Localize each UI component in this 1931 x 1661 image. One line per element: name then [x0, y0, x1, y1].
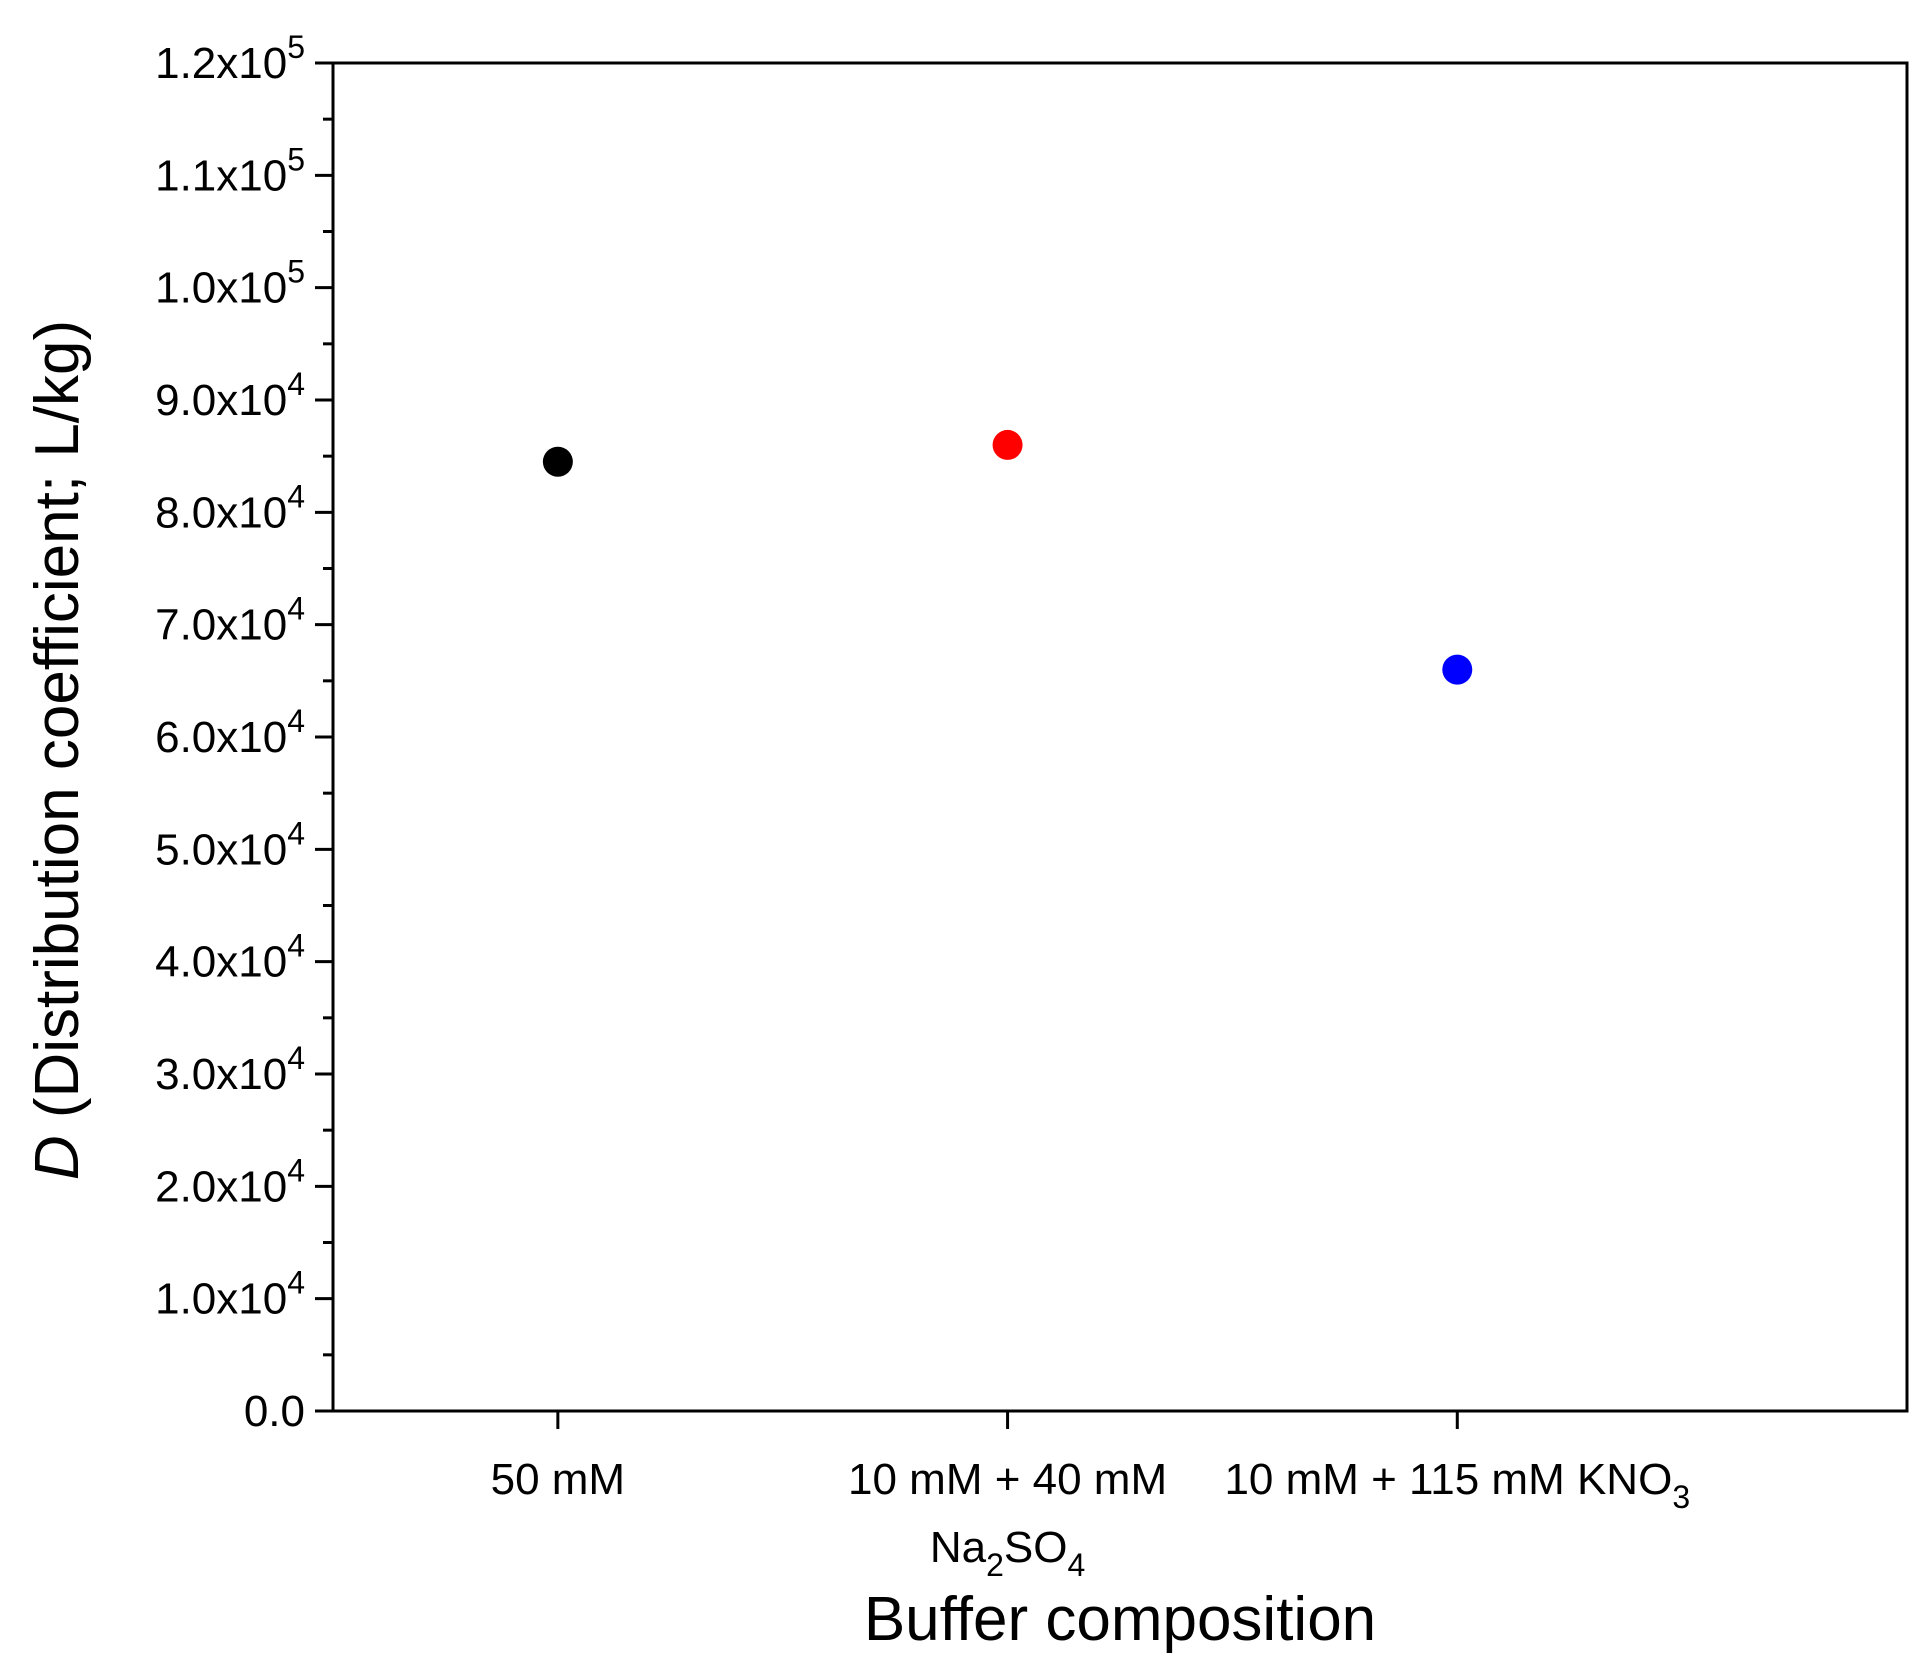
x-tick-label: 10 mM + 40 mM: [848, 1455, 1167, 1504]
y-tick-mantissa: 8.0x10: [155, 488, 287, 537]
data-point: [542, 446, 573, 477]
y-tick-exponent: 4: [287, 1265, 305, 1301]
y-axis-label-text: (Distribution coefficient; L/kg): [23, 320, 92, 1136]
y-tick-label: 8.0x104: [155, 478, 305, 537]
y-tick-mantissa: 3.0x10: [155, 1050, 287, 1099]
y-tick-exponent: 4: [287, 928, 305, 964]
data-points: [542, 429, 1473, 685]
x-tick-label-text: Na: [930, 1523, 987, 1572]
x-axis-ticks: 50 mM 10 mM + 40 mM Na2SO4 10 mM + 115 mM K…: [491, 1411, 1690, 1583]
y-tick-exponent: 4: [287, 478, 305, 514]
data-point: [1442, 654, 1473, 685]
x-tick-label-subscript: 4: [1067, 1547, 1085, 1583]
y-axis-title: D (Distribution coefficient; L/kg): [23, 320, 92, 1180]
y-tick-mantissa: 1.0x10: [155, 1275, 287, 1324]
x-tick-label-text: SO: [1004, 1523, 1068, 1572]
plot-frame: [331, 61, 1909, 1413]
y-axis-symbol: D: [23, 1135, 92, 1180]
y-tick-label: 5.0x104: [155, 815, 305, 874]
y-tick-label: 7.0x104: [155, 591, 305, 650]
x-axis-title: Buffer composition: [864, 1585, 1376, 1654]
y-tick-exponent: 5: [287, 254, 305, 290]
y-tick-exponent: 5: [287, 141, 305, 177]
x-tick-label: 10 mM + 115 mM KNO3: [1224, 1455, 1690, 1515]
y-tick-label: 3.0x104: [155, 1040, 305, 1099]
x-tick-label: 50 mM: [491, 1455, 625, 1504]
y-tick-label: 9.0x104: [155, 366, 305, 425]
y-tick-exponent: 4: [287, 591, 305, 627]
y-tick-exponent: 4: [287, 1152, 305, 1188]
y-tick-exponent: 4: [287, 366, 305, 402]
y-tick-exponent: 4: [287, 1040, 305, 1076]
y-tick-label: 6.0x104: [155, 703, 305, 762]
y-tick-label: 1.2x105: [155, 29, 305, 88]
y-tick-mantissa: 2.0x10: [155, 1162, 287, 1211]
y-tick-mantissa: 1.1x10: [155, 151, 287, 200]
y-tick-mantissa: 0.0: [244, 1387, 305, 1436]
x-tick-label-subscript: 2: [986, 1547, 1004, 1583]
x-tick-label-text: 50 mM: [491, 1455, 625, 1504]
x-tick-label-text: 10 mM + 40 mM: [848, 1455, 1167, 1504]
x-tick-label: Na2SO4: [930, 1523, 1085, 1583]
y-tick-exponent: 5: [287, 29, 305, 65]
y-tick-mantissa: 1.0x10: [155, 264, 287, 313]
y-tick-label: 1.0x104: [155, 1265, 305, 1324]
y-tick-mantissa: 7.0x10: [155, 601, 287, 650]
y-tick-mantissa: 1.2x10: [155, 39, 287, 88]
y-tick-exponent: 4: [287, 815, 305, 851]
y-tick-exponent: 4: [287, 703, 305, 739]
x-tick-label-subscript: 3: [1672, 1479, 1690, 1515]
axes: [331, 61, 1909, 1413]
y-tick-label: 4.0x104: [155, 928, 305, 987]
y-tick-mantissa: 6.0x10: [155, 713, 287, 762]
x-tick-label-text: 10 mM + 115 mM KNO: [1224, 1455, 1672, 1504]
y-tick-label: 1.1x105: [155, 141, 305, 200]
data-point: [992, 429, 1023, 460]
y-tick-mantissa: 9.0x10: [155, 376, 287, 425]
y-tick-label: 1.0x105: [155, 254, 305, 313]
y-tick-mantissa: 4.0x10: [155, 938, 287, 987]
y-axis-ticks: 0.01.0x1042.0x1043.0x1044.0x1045.0x1046.…: [155, 29, 333, 1436]
y-tick-label: 2.0x104: [155, 1152, 305, 1211]
y-tick-mantissa: 5.0x10: [155, 825, 287, 874]
y-tick-label: 0.0: [244, 1387, 305, 1436]
